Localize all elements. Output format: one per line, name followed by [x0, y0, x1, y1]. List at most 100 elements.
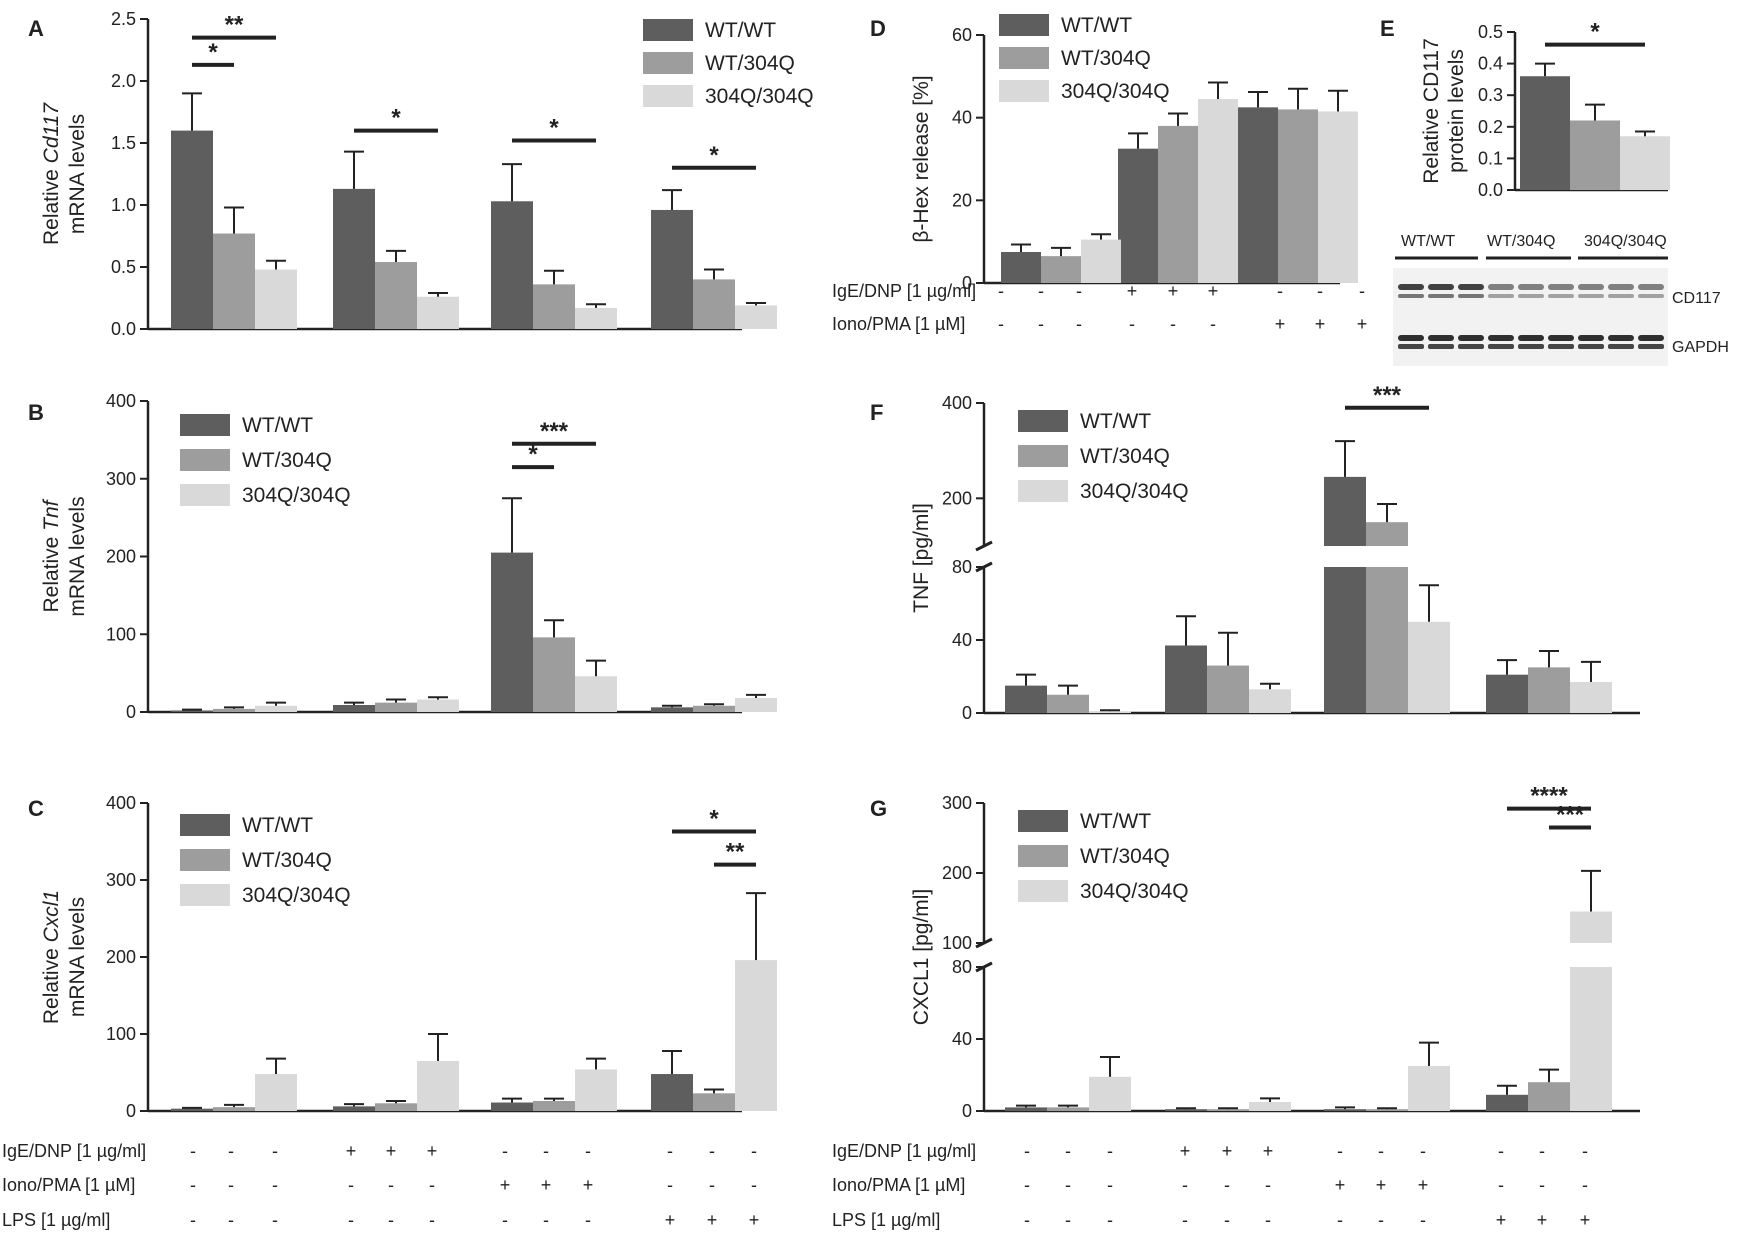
legend-swatch-1 [180, 849, 230, 871]
condition-sign: + [707, 1210, 718, 1230]
y-tick-label: 200 [106, 947, 136, 967]
y-tick-label: 40 [952, 630, 972, 650]
bar-B-0-1 [213, 708, 255, 712]
condition-sign: - [709, 1175, 715, 1195]
bar-E-2 [1620, 136, 1670, 190]
condition-sign: + [541, 1175, 552, 1195]
bar-D-2-0 [1238, 107, 1278, 283]
condition-sign: - [667, 1141, 673, 1161]
condition-sign: + [665, 1210, 676, 1230]
significance-label: * [709, 142, 719, 169]
bar-G-3-0 [1486, 1094, 1528, 1111]
blot-band-label: CD117 [1672, 290, 1721, 307]
bar-A-2-1 [533, 284, 575, 329]
significance-label: ** [726, 839, 745, 866]
bar-D-1-1 [1158, 125, 1198, 283]
condition-sign: + [1180, 1141, 1191, 1161]
condition-sign: + [1127, 281, 1138, 301]
legend-swatch-1 [1018, 845, 1068, 867]
cd117-band [1488, 284, 1514, 290]
bar-D-0-1 [1041, 256, 1081, 283]
y-tick-label: 300 [106, 870, 136, 890]
bar-A-0-2 [255, 269, 297, 329]
bar-B-0-0 [171, 710, 213, 712]
gapdh-band [1608, 344, 1634, 349]
blot-image [1393, 268, 1668, 366]
cd117-band [1638, 294, 1664, 298]
panel-label-G: G [870, 796, 887, 821]
condition-sign: - [585, 1210, 591, 1230]
cd117-band [1578, 284, 1604, 290]
legend-swatch-2 [1018, 880, 1068, 902]
bar-G-2-2 [1408, 1066, 1450, 1111]
bar-G-3-1 [1528, 1082, 1570, 1111]
condition-sign: - [1539, 1141, 1545, 1161]
legend-label-0: WT/WT [1080, 410, 1151, 433]
blot-group-label: WT/304Q [1487, 233, 1555, 250]
blot-group-label: 304Q/304Q [1584, 233, 1667, 250]
y-tick-label: 200 [942, 488, 972, 508]
y-axis-label: CXCL1 [pg/ml] [910, 889, 933, 1026]
bar-F-0-2 [1089, 711, 1131, 713]
cd117-band [1608, 294, 1634, 298]
legend-label-1: WT/304Q [1080, 445, 1170, 468]
condition-sign: - [348, 1175, 354, 1195]
bar-F-0-1 [1047, 694, 1089, 713]
panel-label-D: D [870, 16, 886, 41]
y-tick-label: 0.0 [111, 319, 136, 339]
y-tick-label: 0.4 [1478, 54, 1503, 74]
y-tick-label: 0.0 [1478, 180, 1503, 200]
condition-sign: - [1107, 1141, 1113, 1161]
legend-swatch-0 [1018, 810, 1068, 832]
bar-B-3-1 [693, 705, 735, 712]
condition-sign: - [667, 1175, 673, 1195]
gapdh-band [1548, 335, 1574, 341]
significance-label: * [709, 805, 719, 832]
legend-swatch-2 [180, 884, 230, 906]
cd117-band [1458, 284, 1484, 290]
y-axis-label: Relative Cxcl1 [40, 890, 63, 1024]
bar-F-1-1 [1207, 665, 1249, 713]
condition-sign: - [429, 1210, 435, 1230]
bar-B-2-2 [575, 676, 617, 712]
gapdh-band [1578, 344, 1604, 349]
significance-label: * [1590, 19, 1600, 46]
condition-sign: - [228, 1175, 234, 1195]
y-axis-label-gene: Cxcl1 [40, 890, 63, 943]
y-tick-label: 1.0 [111, 195, 136, 215]
condition-label: IgE/DNP [1 µg/ml] [832, 1141, 976, 1161]
significance-label: * [208, 39, 218, 66]
condition-sign: - [1038, 281, 1044, 301]
gapdh-band [1398, 344, 1424, 349]
condition-sign: + [500, 1175, 511, 1195]
condition-sign: + [1376, 1175, 1387, 1195]
bar-G-0-1 [1047, 1107, 1089, 1111]
legend-label-0: WT/WT [242, 814, 313, 837]
y-axis-label: Relative CD117 [1420, 38, 1443, 184]
y-axis-label-gene: Tnf [40, 498, 63, 531]
bar-C-2-2 [575, 1069, 617, 1111]
condition-label: Iono/PMA [1 µM] [2, 1175, 135, 1195]
condition-sign: - [272, 1141, 278, 1161]
y-tick-label: 400 [106, 793, 136, 813]
cd117-band [1548, 284, 1574, 290]
condition-label: LPS [1 µg/ml] [832, 1210, 940, 1230]
y-tick-label: 0 [962, 1101, 972, 1121]
y-axis-label-text: Relative [40, 942, 63, 1024]
panel-label-F: F [870, 400, 883, 425]
gapdh-band [1488, 344, 1514, 349]
y-tick-label: 0.5 [1478, 22, 1503, 42]
condition-sign: - [190, 1175, 196, 1195]
condition-sign: - [190, 1141, 196, 1161]
panel-label-C: C [28, 796, 44, 821]
condition-sign: + [346, 1141, 357, 1161]
legend-label-0: WT/WT [1080, 810, 1151, 833]
significance-label: *** [1373, 382, 1402, 409]
condition-sign: - [1317, 281, 1323, 301]
gapdh-band [1638, 335, 1664, 341]
legend-label-2: 304Q/304Q [1061, 80, 1170, 103]
bar-D-0-0 [1001, 252, 1041, 283]
y-tick-label: 0.1 [1478, 148, 1503, 168]
bar-B-1-2 [417, 699, 459, 712]
cd117-band [1398, 294, 1424, 298]
